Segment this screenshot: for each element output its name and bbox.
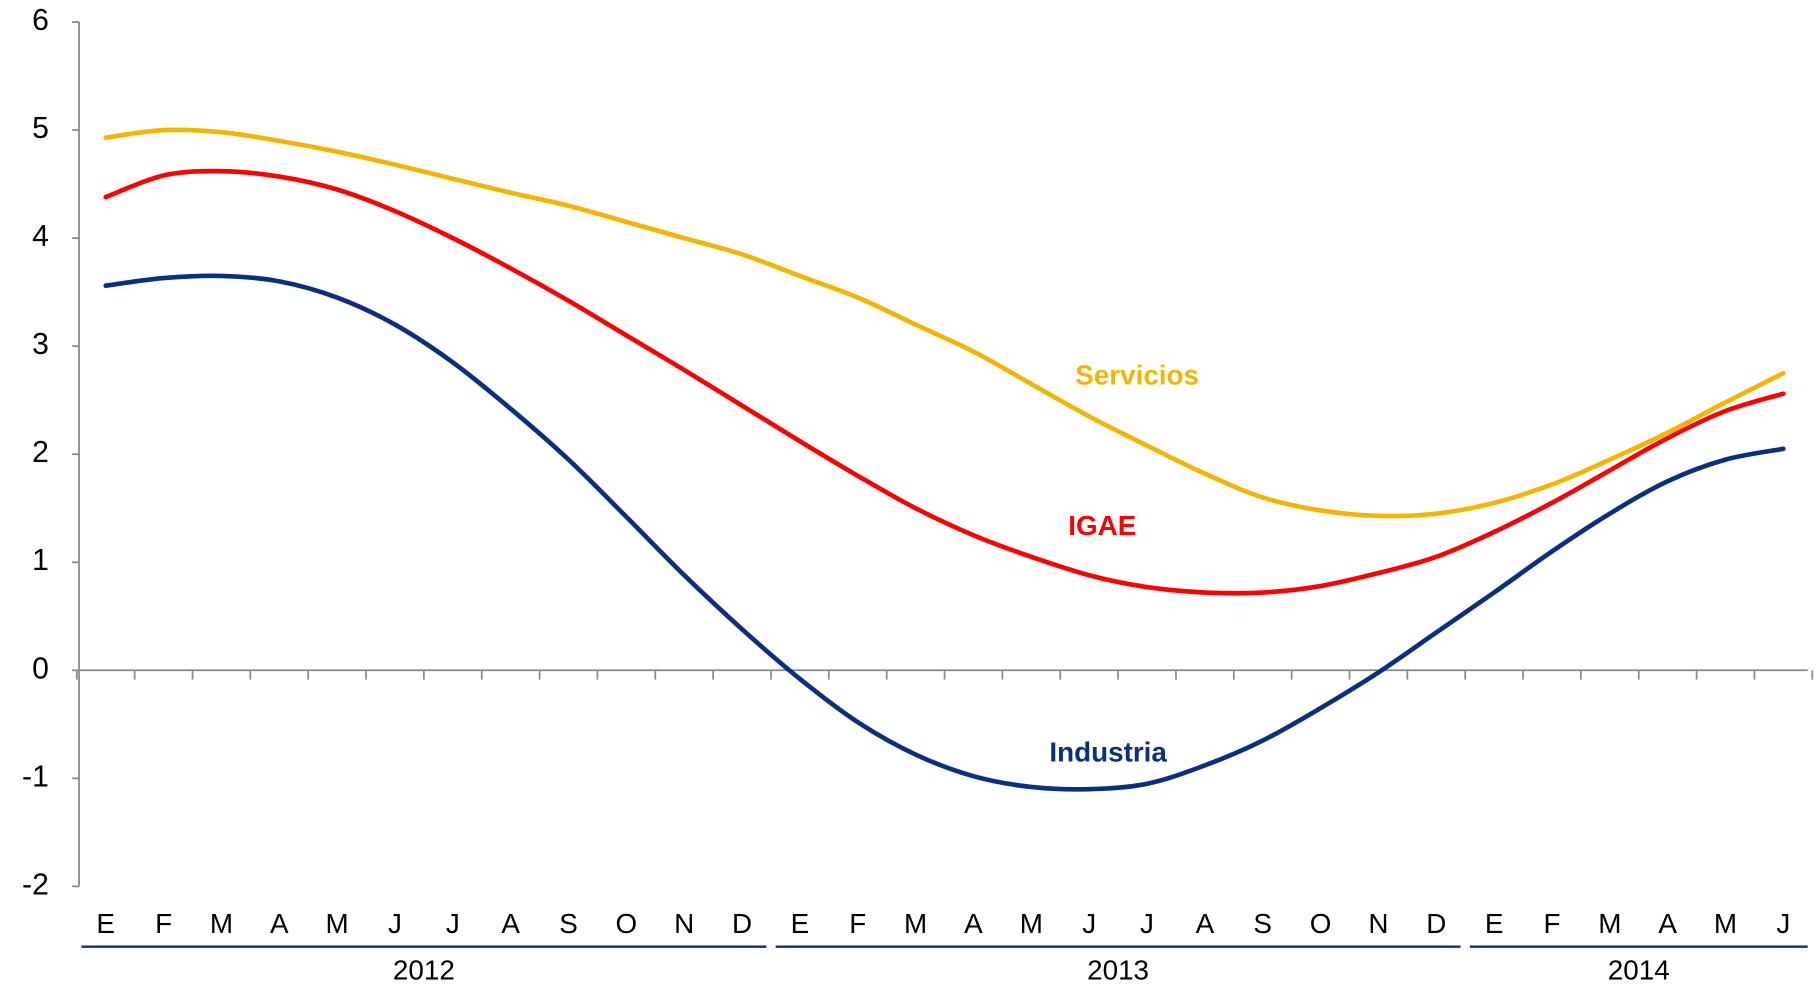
x-tick-label: A	[270, 908, 289, 939]
x-tick-label: E	[96, 908, 115, 939]
x-tick-label: A	[1196, 908, 1215, 939]
year-label: 2014	[1608, 955, 1670, 985]
y-tick-label: 0	[32, 652, 49, 685]
x-tick-label: J	[1776, 908, 1790, 939]
x-tick-label: O	[1310, 908, 1332, 939]
x-tick-label: A	[1658, 908, 1677, 939]
x-tick-label: M	[326, 908, 349, 939]
x-tick-label: N	[674, 908, 694, 939]
year-label: 2013	[1087, 955, 1149, 985]
y-tick-label: 4	[32, 220, 49, 253]
series-label: IGAE	[1068, 510, 1136, 541]
series-line	[103, 168, 1786, 596]
x-tick-label: J	[1082, 908, 1096, 939]
series-label: Servicios	[1075, 359, 1199, 390]
y-tick-label: 2	[32, 436, 49, 469]
x-tick-label: F	[155, 908, 172, 939]
year-label: 2012	[393, 955, 455, 985]
x-tick-label: M	[904, 908, 927, 939]
x-tick-label: S	[559, 908, 578, 939]
x-tick-label: D	[732, 908, 752, 939]
series-line	[103, 127, 1786, 519]
x-tick-label: J	[446, 908, 460, 939]
series-label: Industria	[1049, 736, 1167, 767]
y-tick-label: -1	[22, 760, 49, 793]
x-tick-label: M	[1714, 908, 1737, 939]
y-tick-label: 6	[32, 4, 49, 37]
x-tick-label: F	[849, 908, 866, 939]
x-tick-label: J	[388, 908, 402, 939]
x-tick-label: D	[1426, 908, 1446, 939]
x-tick-label: E	[1485, 908, 1504, 939]
x-tick-label: J	[1140, 908, 1154, 939]
x-tick-label: N	[1368, 908, 1388, 939]
x-tick-label: A	[501, 908, 520, 939]
x-tick-label: E	[791, 908, 810, 939]
y-tick-label: -2	[22, 868, 49, 901]
x-tick-label: M	[1598, 908, 1621, 939]
y-tick-label: 5	[32, 112, 49, 145]
x-tick-label: A	[964, 908, 983, 939]
x-tick-label: O	[616, 908, 638, 939]
x-tick-label: M	[210, 908, 233, 939]
y-tick-label: 3	[32, 328, 49, 361]
series-line	[103, 273, 1786, 792]
x-tick-label: M	[1020, 908, 1043, 939]
x-tick-label: S	[1253, 908, 1272, 939]
x-tick-label: F	[1543, 908, 1560, 939]
y-tick-label: 1	[32, 544, 49, 577]
